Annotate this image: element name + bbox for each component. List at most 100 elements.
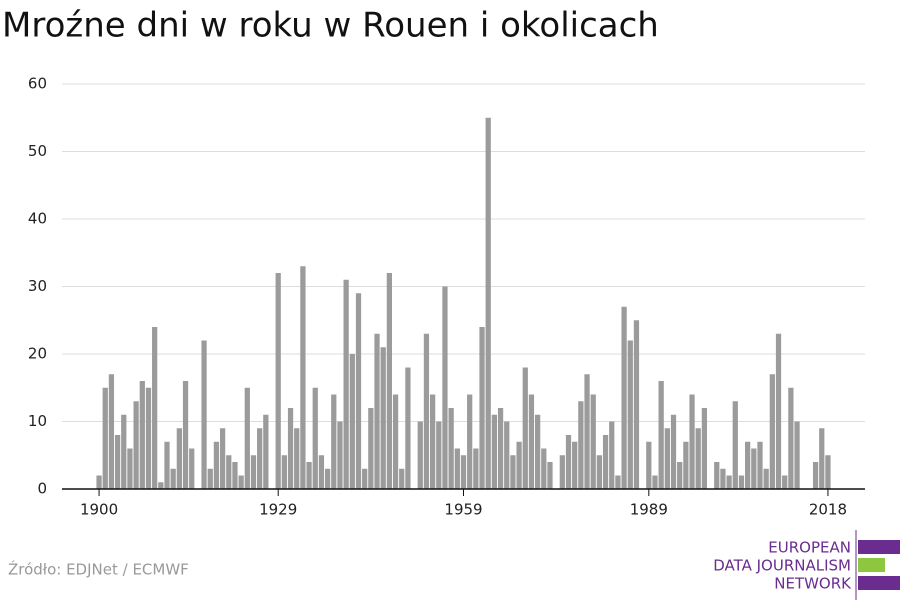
bar <box>510 455 516 489</box>
x-tick-label: 1989 <box>630 501 668 519</box>
bar <box>114 435 121 489</box>
bar <box>627 340 633 489</box>
bar <box>609 421 615 489</box>
bar <box>417 421 423 489</box>
bar <box>121 414 127 489</box>
bar <box>467 394 473 489</box>
bar <box>547 462 553 489</box>
bar <box>244 387 250 489</box>
x-tick-label: 1900 <box>80 501 118 519</box>
bar <box>380 347 386 489</box>
bar <box>331 394 337 489</box>
bar <box>652 475 658 489</box>
bar <box>324 468 331 489</box>
bar <box>738 475 745 489</box>
bar <box>763 468 769 489</box>
x-tick-label: 1959 <box>444 501 482 519</box>
bar <box>757 441 763 489</box>
bar <box>127 448 133 489</box>
bar <box>683 441 689 489</box>
bar <box>670 414 677 489</box>
bar <box>176 428 182 489</box>
bar <box>368 408 374 489</box>
bar <box>158 482 164 489</box>
bar <box>201 340 207 489</box>
bar <box>602 435 609 489</box>
bar <box>460 455 467 489</box>
bar <box>343 279 349 489</box>
bar <box>782 475 788 489</box>
bar <box>133 401 139 489</box>
bar <box>825 455 831 489</box>
bar <box>170 468 176 489</box>
bar <box>794 421 800 489</box>
bar <box>374 333 380 489</box>
bar <box>559 455 565 489</box>
bar <box>294 428 300 489</box>
bar <box>812 462 819 489</box>
bar <box>621 306 627 489</box>
bar <box>479 327 485 489</box>
bar <box>528 394 535 489</box>
chart-title: Mroźne dni w roku w Rouen i okolicach <box>2 6 659 46</box>
bar <box>689 394 695 489</box>
bar <box>182 381 189 489</box>
bar <box>442 286 448 489</box>
bar <box>454 448 460 489</box>
bar <box>281 455 287 489</box>
bar <box>485 117 491 489</box>
x-tick-label: 2018 <box>809 501 847 519</box>
bar <box>102 387 108 489</box>
bar <box>633 320 640 489</box>
bar <box>658 381 664 489</box>
bar <box>596 455 603 489</box>
x-tick-label: 1929 <box>259 501 297 519</box>
bar <box>775 333 782 489</box>
y-tick-label: 20 <box>28 345 47 363</box>
y-tick-label: 40 <box>28 210 47 228</box>
source: Źródło: EDJNet / ECMWF <box>8 560 189 579</box>
bar <box>788 387 794 489</box>
bar <box>522 367 528 489</box>
bar <box>429 394 436 489</box>
bar <box>751 448 757 489</box>
bar <box>226 455 232 489</box>
bar <box>96 475 102 489</box>
logo-text: DATA JOURNALISM <box>713 557 851 575</box>
bar <box>720 468 726 489</box>
bar <box>819 428 825 489</box>
bar <box>108 374 115 489</box>
bar <box>386 273 393 489</box>
y-tick-label: 0 <box>37 480 47 498</box>
bar <box>219 428 226 489</box>
bar <box>300 266 306 489</box>
bar <box>578 401 584 489</box>
bar <box>275 273 281 489</box>
bar <box>318 455 325 489</box>
bar <box>590 394 596 489</box>
bar <box>516 441 522 489</box>
y-tick-label: 30 <box>28 277 47 295</box>
bar <box>405 367 411 489</box>
logo-bar <box>858 558 885 572</box>
bar <box>250 455 257 489</box>
bar <box>145 387 152 489</box>
bar <box>769 374 775 489</box>
bar <box>448 408 454 489</box>
bar <box>306 462 312 489</box>
bar <box>615 475 621 489</box>
bar <box>232 462 238 489</box>
bar <box>695 428 701 489</box>
bar <box>189 448 195 489</box>
bar <box>423 333 430 489</box>
bar <box>238 475 244 489</box>
bar <box>207 468 213 489</box>
logo-text: EUROPEAN <box>768 539 851 557</box>
bar <box>436 421 442 489</box>
bar <box>152 327 158 489</box>
bar <box>287 408 294 489</box>
bar <box>392 394 399 489</box>
logo-bar <box>858 576 900 590</box>
bar <box>337 421 343 489</box>
